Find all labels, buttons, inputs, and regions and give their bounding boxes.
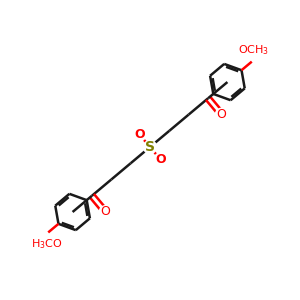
Text: OCH$_3$: OCH$_3$ xyxy=(238,44,269,57)
Text: O: O xyxy=(155,153,166,166)
Circle shape xyxy=(215,108,227,120)
Text: S: S xyxy=(145,140,155,154)
Text: H$_3$CO: H$_3$CO xyxy=(31,237,62,251)
Circle shape xyxy=(133,128,146,141)
Text: O: O xyxy=(217,108,226,121)
Circle shape xyxy=(99,206,111,218)
Text: O: O xyxy=(100,205,110,218)
Circle shape xyxy=(154,153,167,166)
Text: O: O xyxy=(134,128,145,141)
Circle shape xyxy=(143,140,157,154)
